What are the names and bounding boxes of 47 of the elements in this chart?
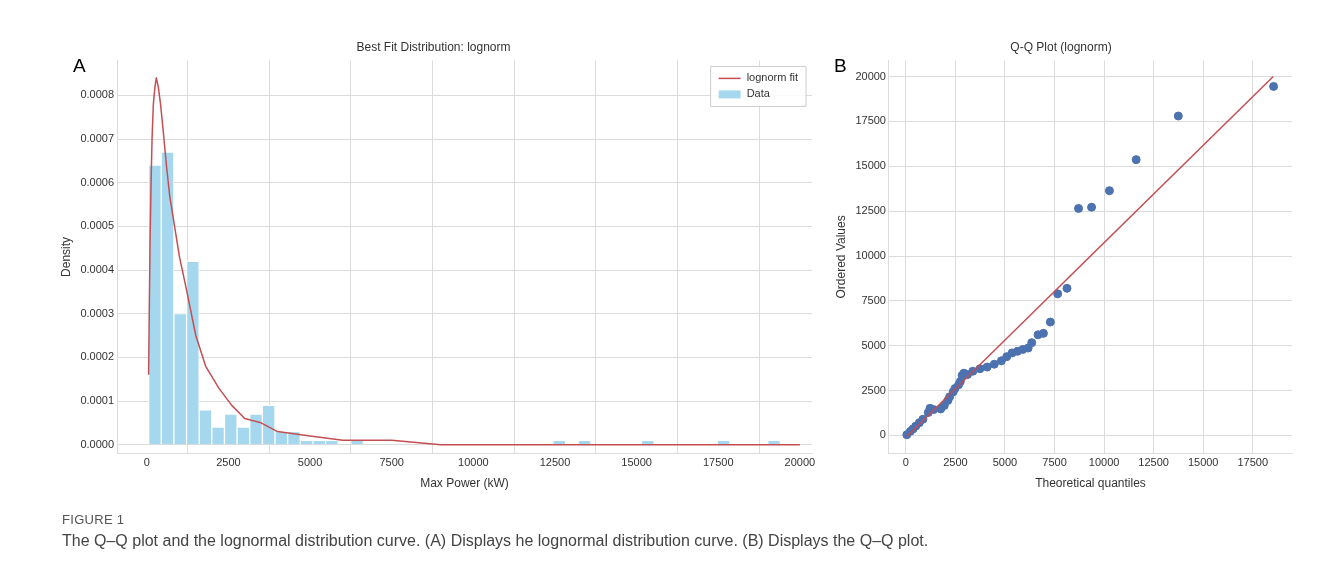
- text: A: [73, 55, 86, 77]
- caption: FIGURE 1: [62, 512, 126, 527]
- x-tick-label: 2500: [943, 456, 968, 469]
- y-tick-label: 0.0003: [80, 306, 115, 319]
- x-tick-label: 0: [143, 456, 150, 469]
- y-tick-label: 12500: [855, 204, 886, 217]
- y-tick-label: 0.0001: [80, 394, 115, 407]
- y-axis-title: Ordered Values: [833, 215, 848, 299]
- x-tick-label: 7500: [1042, 456, 1067, 469]
- y-tick-label: 2500: [861, 383, 886, 396]
- y-tick-label: 0.0006: [80, 175, 115, 188]
- chart-title: Best Fit Distribution: lognorm: [356, 39, 511, 54]
- y-tick-label: 10000: [855, 249, 886, 262]
- y-tick-label: 0.0000: [80, 437, 115, 450]
- y-tick-label: 15000: [855, 159, 886, 172]
- y-tick-label: 17500: [855, 114, 886, 127]
- y-tick-label: 0: [879, 428, 886, 441]
- x-tick-label: 12500: [1138, 456, 1169, 469]
- x-tick-label: 10000: [1088, 456, 1120, 469]
- y-tick-label: 0.0002: [80, 350, 115, 363]
- text: B: [834, 55, 847, 77]
- x-tick-label: 0: [902, 456, 909, 469]
- x-tick-label: 10000: [458, 456, 489, 469]
- x-axis-title: Theoretical quantiles: [1035, 476, 1146, 491]
- y-tick-label: 0.0008: [80, 88, 115, 101]
- x-tick-label: 20000: [784, 456, 816, 469]
- x-tick-label: 5000: [992, 456, 1018, 469]
- text: The Q–Q plot and the lognormal distribution curve. (A) Displays he lognormal distribution curve. (B) Displays the Q–Q plot.: [62, 532, 930, 550]
- x-tick-label: 12500: [539, 456, 571, 469]
- x-tick-label: 5000: [297, 456, 323, 469]
- chart-title: Q-Q Plot (lognorm): [1010, 39, 1112, 54]
- legend-label: lognorm fit: [746, 71, 799, 84]
- y-tick-label: 0.0005: [80, 219, 115, 232]
- x-tick-label: 15000: [1187, 456, 1219, 469]
- x-tick-label: 17500: [702, 456, 734, 469]
- y-tick-label: 0.0007: [80, 132, 115, 145]
- x-tick-label: 7500: [379, 456, 404, 469]
- x-tick-label: 17500: [1237, 456, 1269, 469]
- y-tick-label: 7500: [861, 293, 886, 306]
- x-axis-title: Max Power (kW): [420, 476, 509, 491]
- y-tick-label: 0.0004: [80, 263, 115, 276]
- x-tick-label: 2500: [216, 456, 241, 469]
- y-axis-title: Density: [58, 236, 73, 277]
- x-tick-label: 15000: [621, 456, 652, 469]
- y-tick-label: 5000: [861, 338, 886, 351]
- legend-label: Data: [746, 87, 771, 100]
- y-tick-label: 20000: [855, 69, 886, 82]
